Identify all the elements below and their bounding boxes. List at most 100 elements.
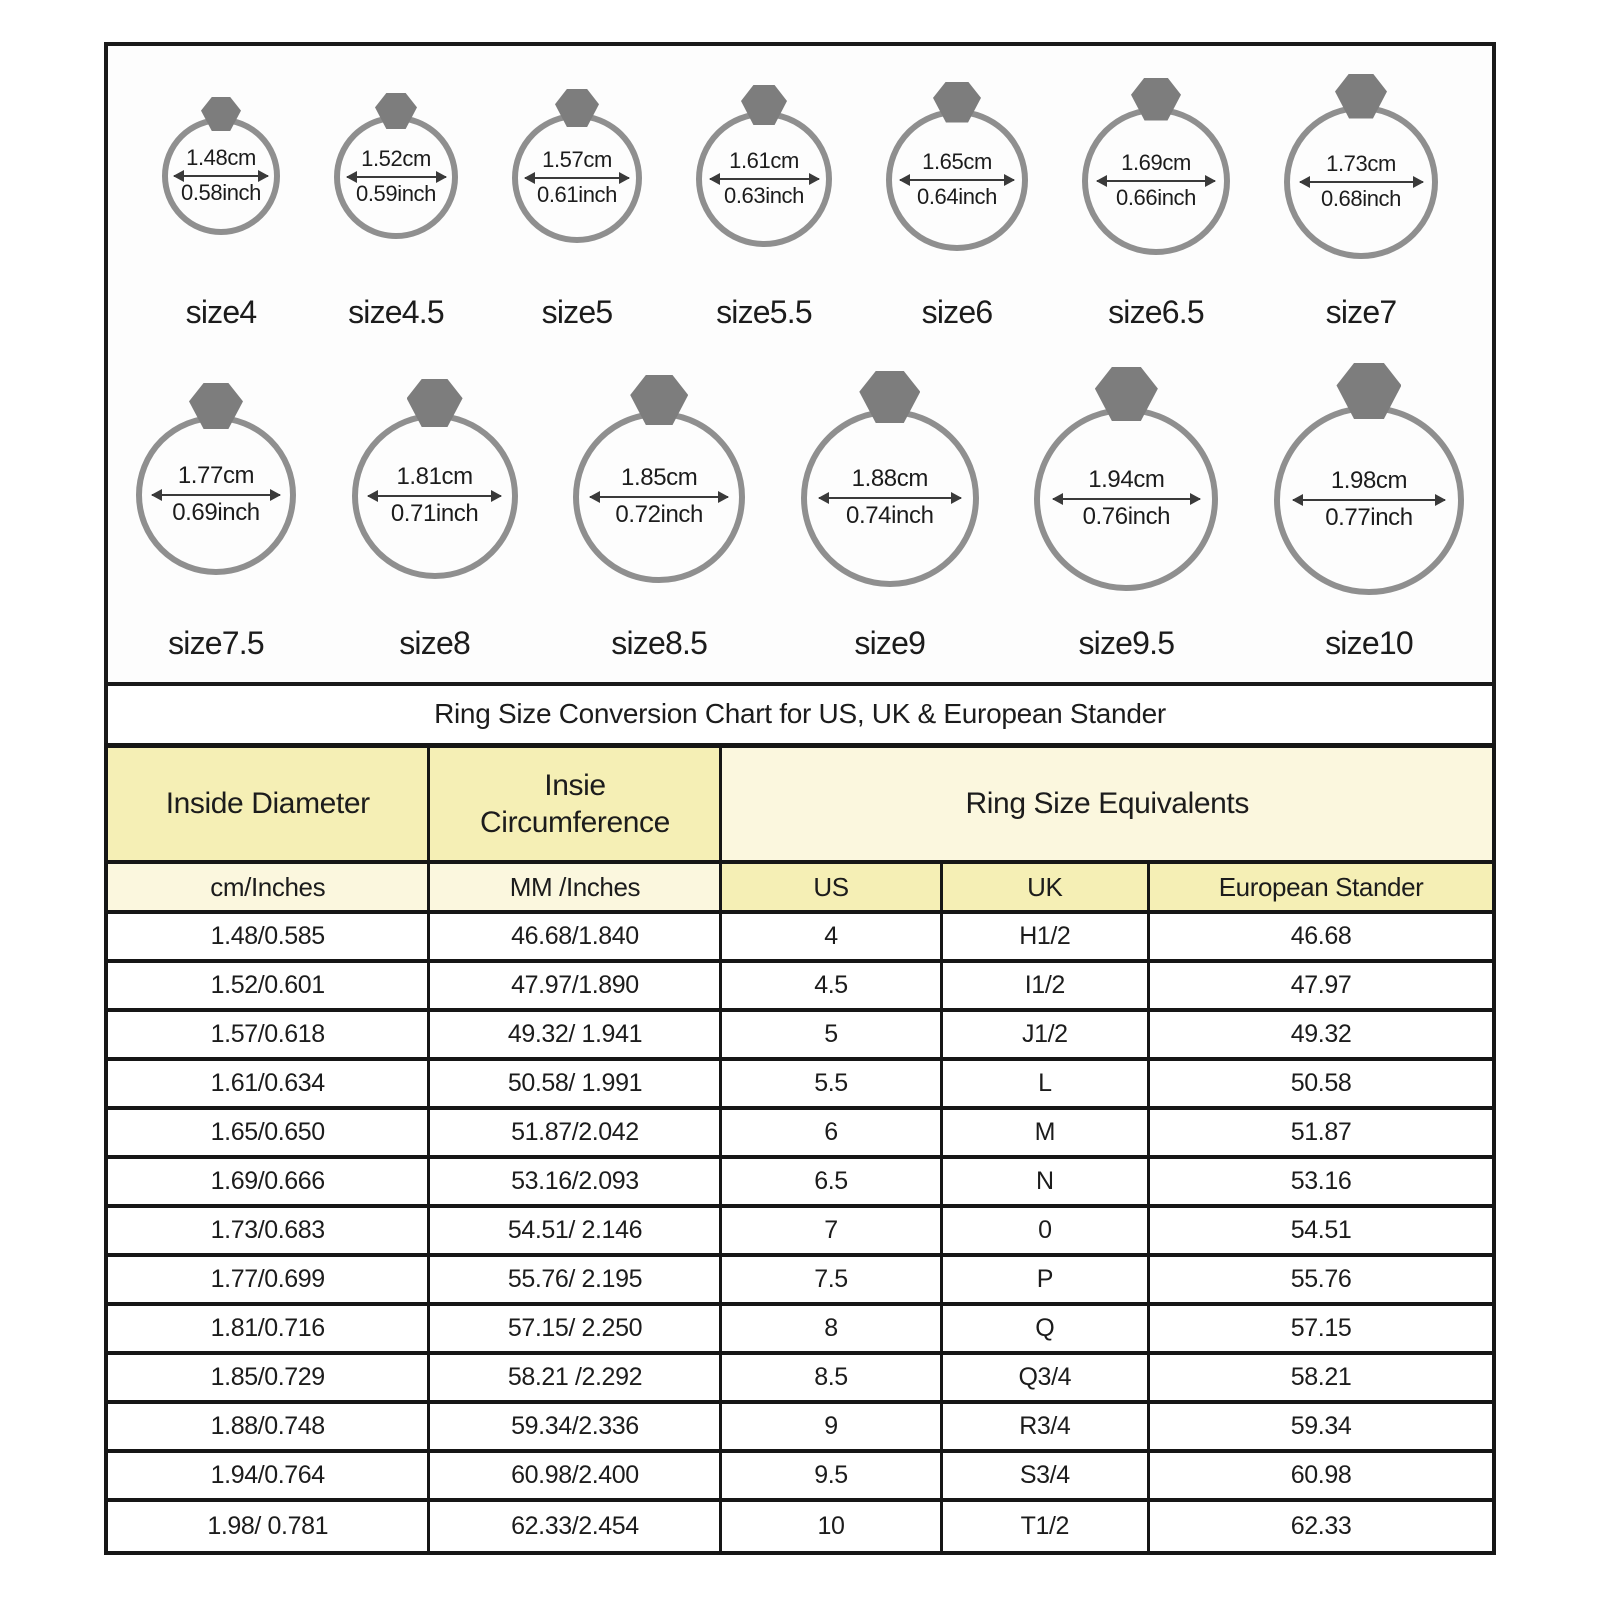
conversion-table: Inside Diameter Insie Circumference Ring… [104,743,1496,1555]
ring-size-label: size5 [541,294,614,330]
cell-us-size: 4 [722,914,943,963]
cell-inside-circumference: 46.68/1.840 [430,914,723,963]
ring-size-label: size8 [399,625,471,661]
ring-figure: 1.94cm 0.76inch [1034,355,1219,603]
cell-us-size: 8.5 [722,1355,943,1404]
cell-us-size: 5.5 [722,1061,943,1110]
ring-circle: 1.73cm 0.68inch [1284,104,1438,259]
cell-uk-size: T1/2 [942,1502,1151,1551]
ring-diagrams-panel: 1.48cm 0.58inch size4 1.52cm 0.59inch si… [104,42,1496,686]
table-row: 1.57/0.618 49.32/ 1.941 5 J1/2 49.32 [108,1012,1492,1061]
cell-european-size: 55.76 [1150,1257,1492,1306]
ring-circle: 1.88cm 0.74inch [800,409,979,587]
ring-size-label: size9 [854,625,926,661]
cell-us-size: 8 [722,1306,943,1355]
chart-title: Ring Size Conversion Chart for US, UK & … [104,686,1496,743]
ring-circle: 1.61cm 0.63inch [696,111,832,247]
diameter-arrow-icon [345,171,447,183]
cell-uk-size: L [942,1061,1151,1110]
ring-diameter-cm: 1.98cm [1330,467,1408,495]
header-inside-circumference: Insie Circumference [430,748,723,864]
cell-uk-size: S3/4 [942,1453,1151,1502]
cell-european-size: 62.33 [1150,1502,1492,1551]
cell-inside-circumference: 51.87/2.042 [430,1110,723,1159]
ring-diagram: 1.94cm 0.76inch size9.5 [1034,355,1219,676]
ring-size-chart-page: 1.48cm 0.58inch size4 1.52cm 0.59inch si… [104,42,1496,1555]
table-header-columns: cm/Inches MM /Inches US UK European Stan… [108,864,1492,914]
diameter-arrow-icon [367,490,503,502]
ring-circle: 1.52cm 0.59inch [334,115,458,239]
cell-us-size: 9 [722,1404,943,1453]
ring-diameter-cm: 1.85cm [621,464,698,492]
ring-figure: 1.61cm 0.63inch [696,60,832,272]
cell-uk-size: I1/2 [942,963,1151,1012]
cell-european-size: 57.15 [1150,1306,1492,1355]
diameter-arrow-icon [151,489,281,501]
table-row: 1.81/0.716 57.15/ 2.250 8 Q 57.15 [108,1306,1492,1355]
cell-inside-diameter: 1.65/0.650 [108,1110,431,1159]
cell-uk-size: M [942,1110,1151,1159]
ring-diagram: 1.81cm 0.71inch size8 [351,355,518,676]
ring-size-label: size4 [185,294,258,330]
cell-inside-circumference: 58.21 /2.292 [430,1355,723,1404]
ring-figure: 1.69cm 0.66inch [1082,60,1230,272]
ring-diagram: 1.88cm 0.74inch size9 [800,355,979,676]
header-mm-inches: MM /Inches [430,864,723,914]
cell-european-size: 59.34 [1150,1404,1492,1453]
cell-us-size: 7 [722,1208,943,1257]
cell-uk-size: Q3/4 [942,1355,1151,1404]
cell-us-size: 6 [722,1110,943,1159]
ring-diameter-inch: 0.74inch [846,502,934,529]
ring-figure: 1.77cm 0.69inch [136,355,296,603]
cell-inside-circumference: 50.58/ 1.991 [430,1061,723,1110]
cell-us-size: 10 [722,1502,943,1551]
ring-size-label: size7.5 [168,625,265,661]
ring-diameter-inch: 0.71inch [390,500,479,527]
ring-circle: 1.65cm 0.64inch [886,108,1028,251]
ring-diagram: 1.85cm 0.72inch size8.5 [573,355,746,676]
ring-size-label: size4.5 [348,294,445,330]
ring-diameter-cm: 1.48cm [186,145,256,171]
cell-inside-diameter: 1.48/0.585 [108,914,431,963]
ring-diameter-cm: 1.57cm [542,147,612,173]
ring-diagram: 1.52cm 0.59inch size4.5 [334,60,458,341]
ring-size-label: size10 [1325,625,1414,661]
cell-european-size: 47.97 [1150,963,1492,1012]
cell-european-size: 58.21 [1150,1355,1492,1404]
cell-uk-size: J1/2 [942,1012,1151,1061]
ring-circle: 1.98cm 0.77inch [1273,405,1464,595]
ring-size-label: size6 [921,294,994,330]
ring-figure: 1.81cm 0.71inch [351,355,518,603]
ring-diagram: 1.73cm 0.68inch size7 [1284,60,1438,341]
ring-diagram: 1.69cm 0.66inch size6.5 [1082,60,1230,341]
diameter-arrow-icon [1096,174,1216,187]
ring-diameter-inch: 0.72inch [615,501,703,528]
ring-diameter-inch: 0.77inch [1325,504,1413,531]
diameter-arrow-icon [817,492,962,504]
diameter-arrow-icon [173,170,269,182]
ring-figure: 1.65cm 0.64inch [886,60,1028,272]
ring-figure: 1.57cm 0.61inch [512,60,642,272]
header-cm-inches: cm/Inches [108,864,431,914]
ring-diameter-inch: 0.68inch [1321,185,1401,211]
cell-european-size: 49.32 [1150,1012,1492,1061]
cell-inside-circumference: 60.98/2.400 [430,1453,723,1502]
cell-european-size: 54.51 [1150,1208,1492,1257]
cell-inside-circumference: 55.76/ 2.195 [430,1257,723,1306]
cell-inside-circumference: 54.51/ 2.146 [430,1208,723,1257]
table-row: 1.69/0.666 53.16/2.093 6.5 N 53.16 [108,1159,1492,1208]
cell-european-size: 53.16 [1150,1159,1492,1208]
ring-diameter-cm: 1.81cm [396,463,473,491]
header-european-stander: European Stander [1150,864,1492,914]
ring-circle: 1.81cm 0.71inch [351,413,518,579]
header-ring-size-equivalents: Ring Size Equivalents [722,748,1492,864]
ring-diagram: 1.77cm 0.69inch size7.5 [136,355,296,676]
ring-figure: 1.88cm 0.74inch [800,355,979,603]
diameter-arrow-icon [1051,493,1201,505]
cell-inside-diameter: 1.77/0.699 [108,1257,431,1306]
ring-diagram: 1.98cm 0.77inch size10 [1273,355,1464,676]
cell-inside-diameter: 1.81/0.716 [108,1306,431,1355]
cell-uk-size: P [942,1257,1151,1306]
table-row: 1.61/0.634 50.58/ 1.991 5.5 L 50.58 [108,1061,1492,1110]
ring-diagram: 1.65cm 0.64inch size6 [886,60,1028,341]
